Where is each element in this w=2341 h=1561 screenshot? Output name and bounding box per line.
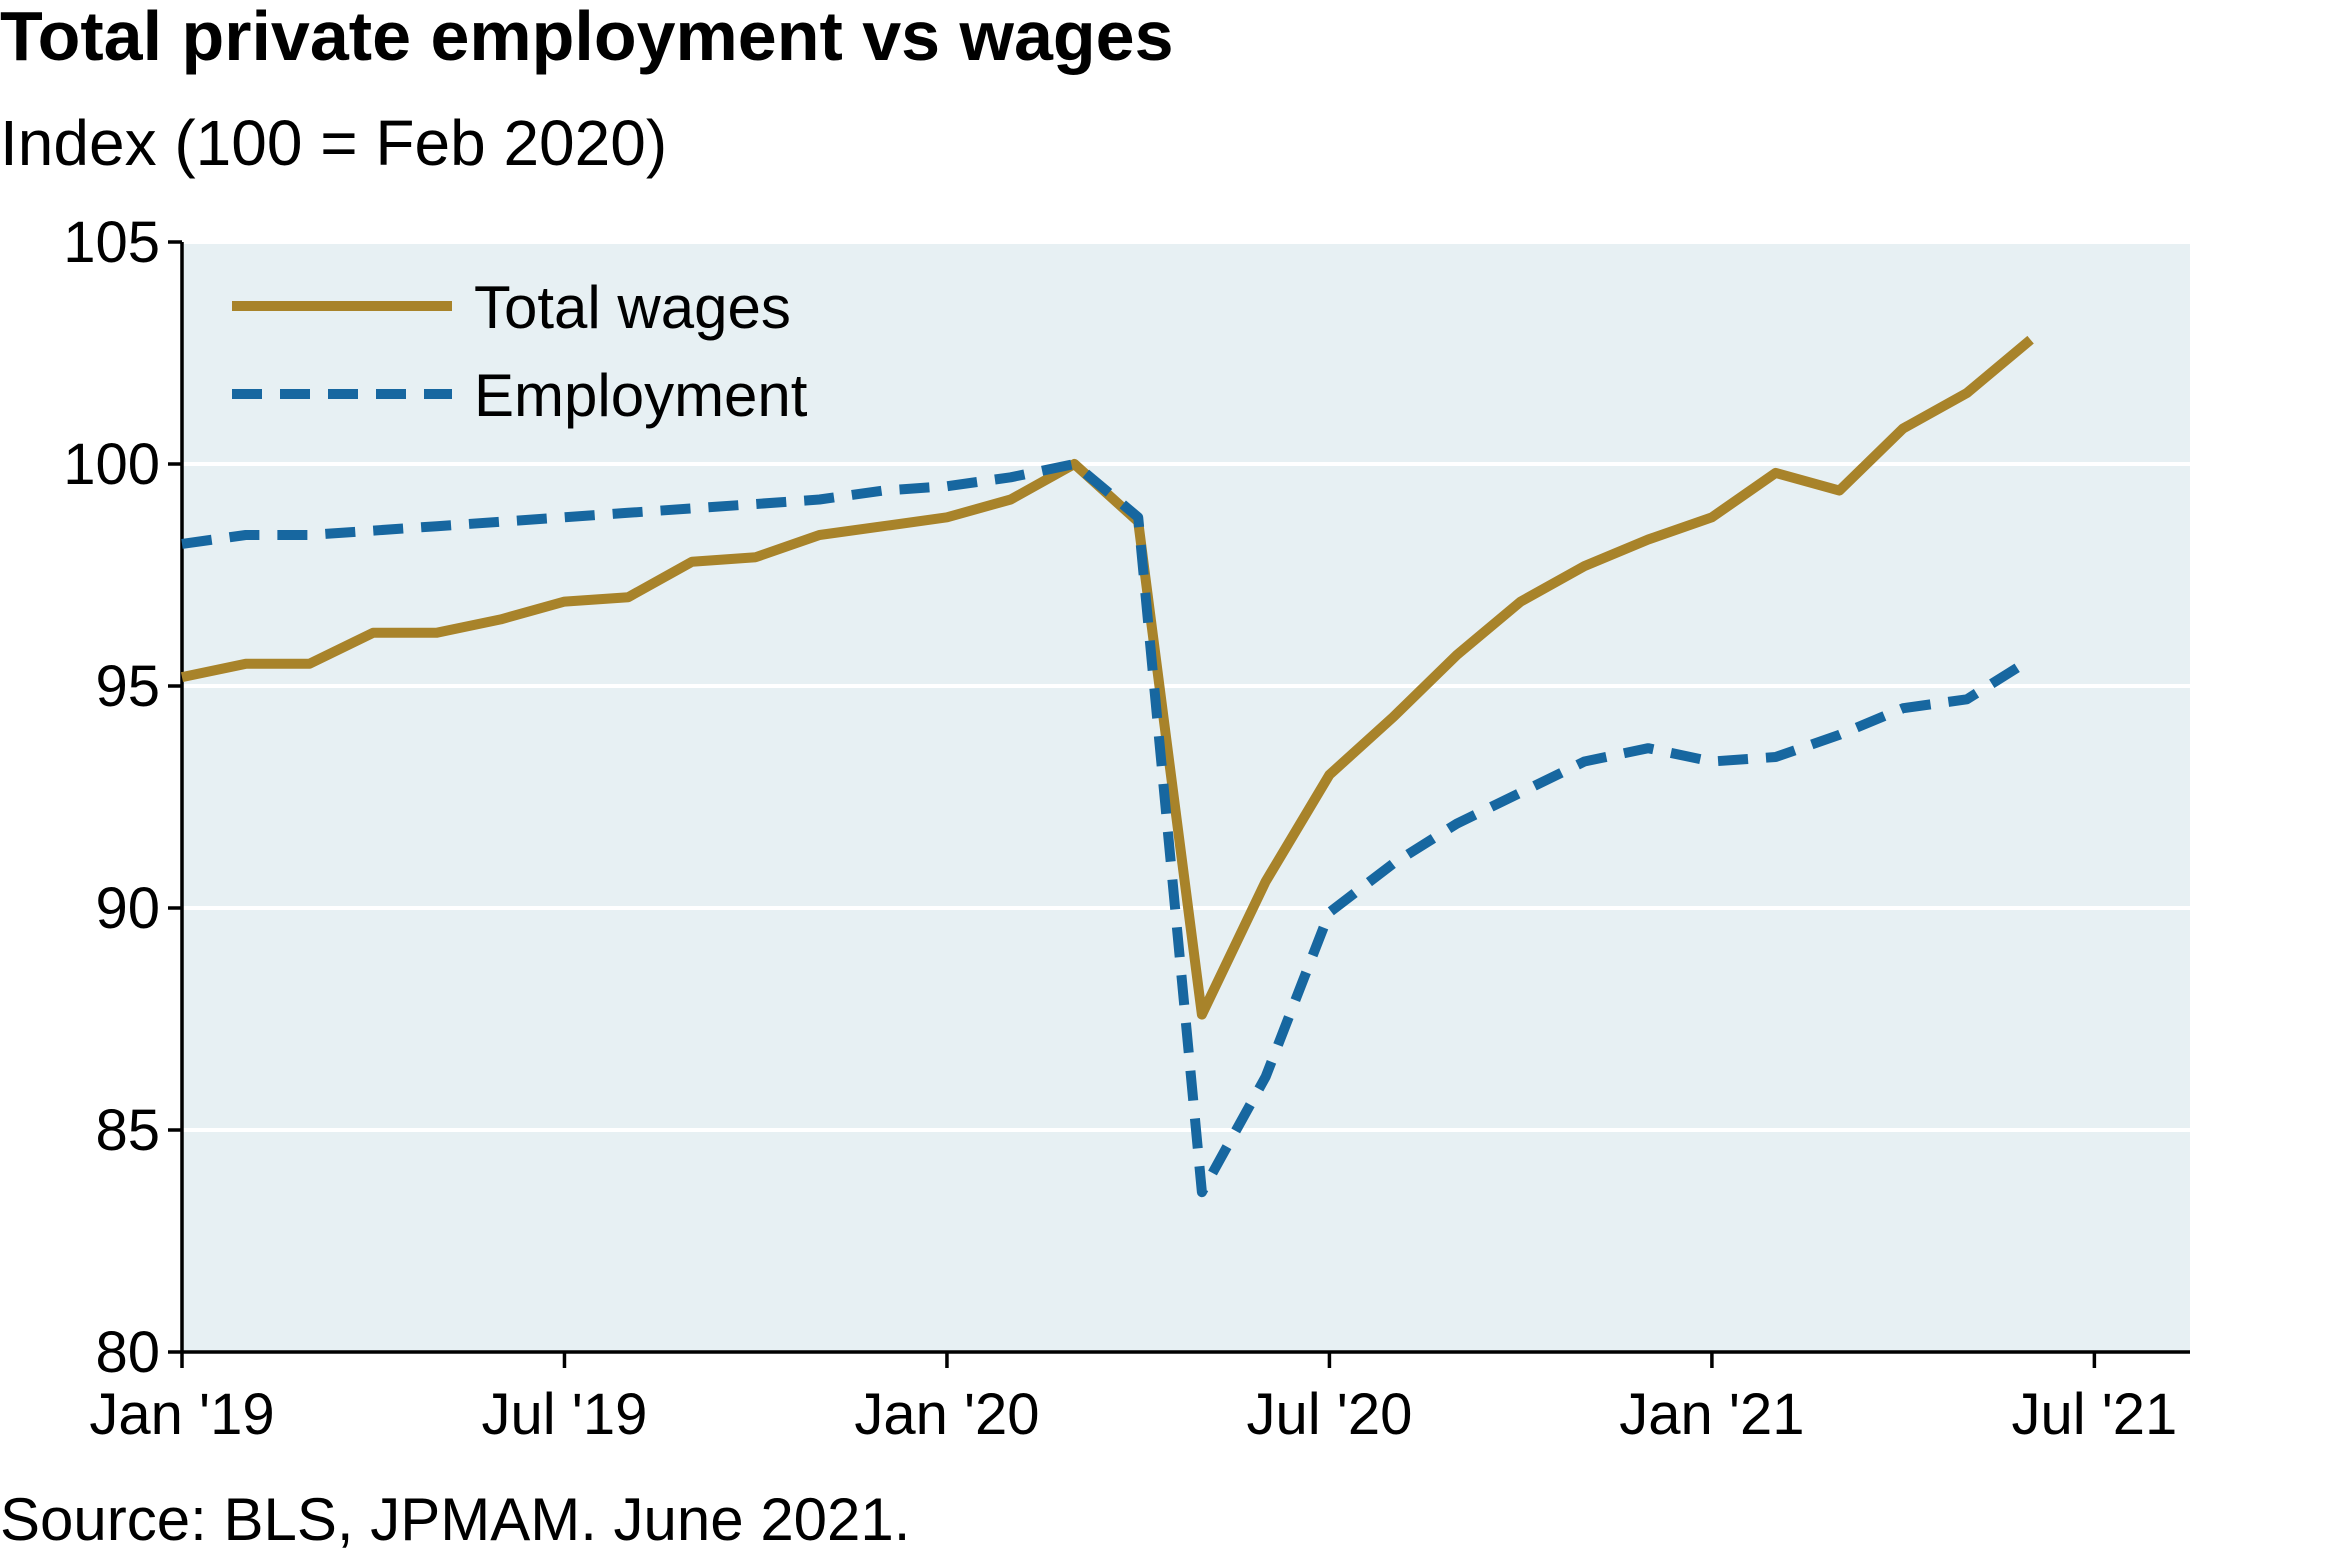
employment-line — [181, 459, 2034, 1198]
x-tick-label: Jul '21 — [2011, 1382, 2177, 1447]
source-note: Source: BLS, JPMAM. June 2021. — [0, 1486, 911, 1553]
y-tick-label: 80 — [95, 1320, 160, 1385]
x-tick-label: Jul '19 — [482, 1382, 648, 1447]
legend-label-1: Employment — [474, 362, 808, 429]
y-tick-label: 105 — [63, 210, 160, 275]
legend: Total wages Employment — [232, 274, 808, 429]
y-tick-label: 90 — [95, 876, 160, 941]
legend-label-0: Total wages — [474, 274, 791, 341]
plot-area — [182, 242, 2190, 1352]
x-tick-label: Jan '20 — [854, 1382, 1039, 1447]
x-tick-label: Jan '21 — [1619, 1382, 1804, 1447]
x-tick-label: Jan '19 — [89, 1382, 274, 1447]
series-lines — [180, 335, 2034, 1198]
chart-title: Total private employment vs wages — [0, 0, 1174, 75]
axes: 80 85 90 95 100 105 Jan '19 Jul '19 Jan '20 Jul '… — [63, 210, 2190, 1447]
chart-subtitle: Index (100 = Feb 2020) — [0, 107, 668, 179]
y-tick-label: 85 — [95, 1098, 160, 1163]
y-tick-label: 95 — [95, 654, 160, 719]
y-tick-label: 100 — [63, 432, 160, 497]
x-tick-label: Jul '20 — [1247, 1382, 1413, 1447]
gridlines — [182, 240, 2190, 1132]
